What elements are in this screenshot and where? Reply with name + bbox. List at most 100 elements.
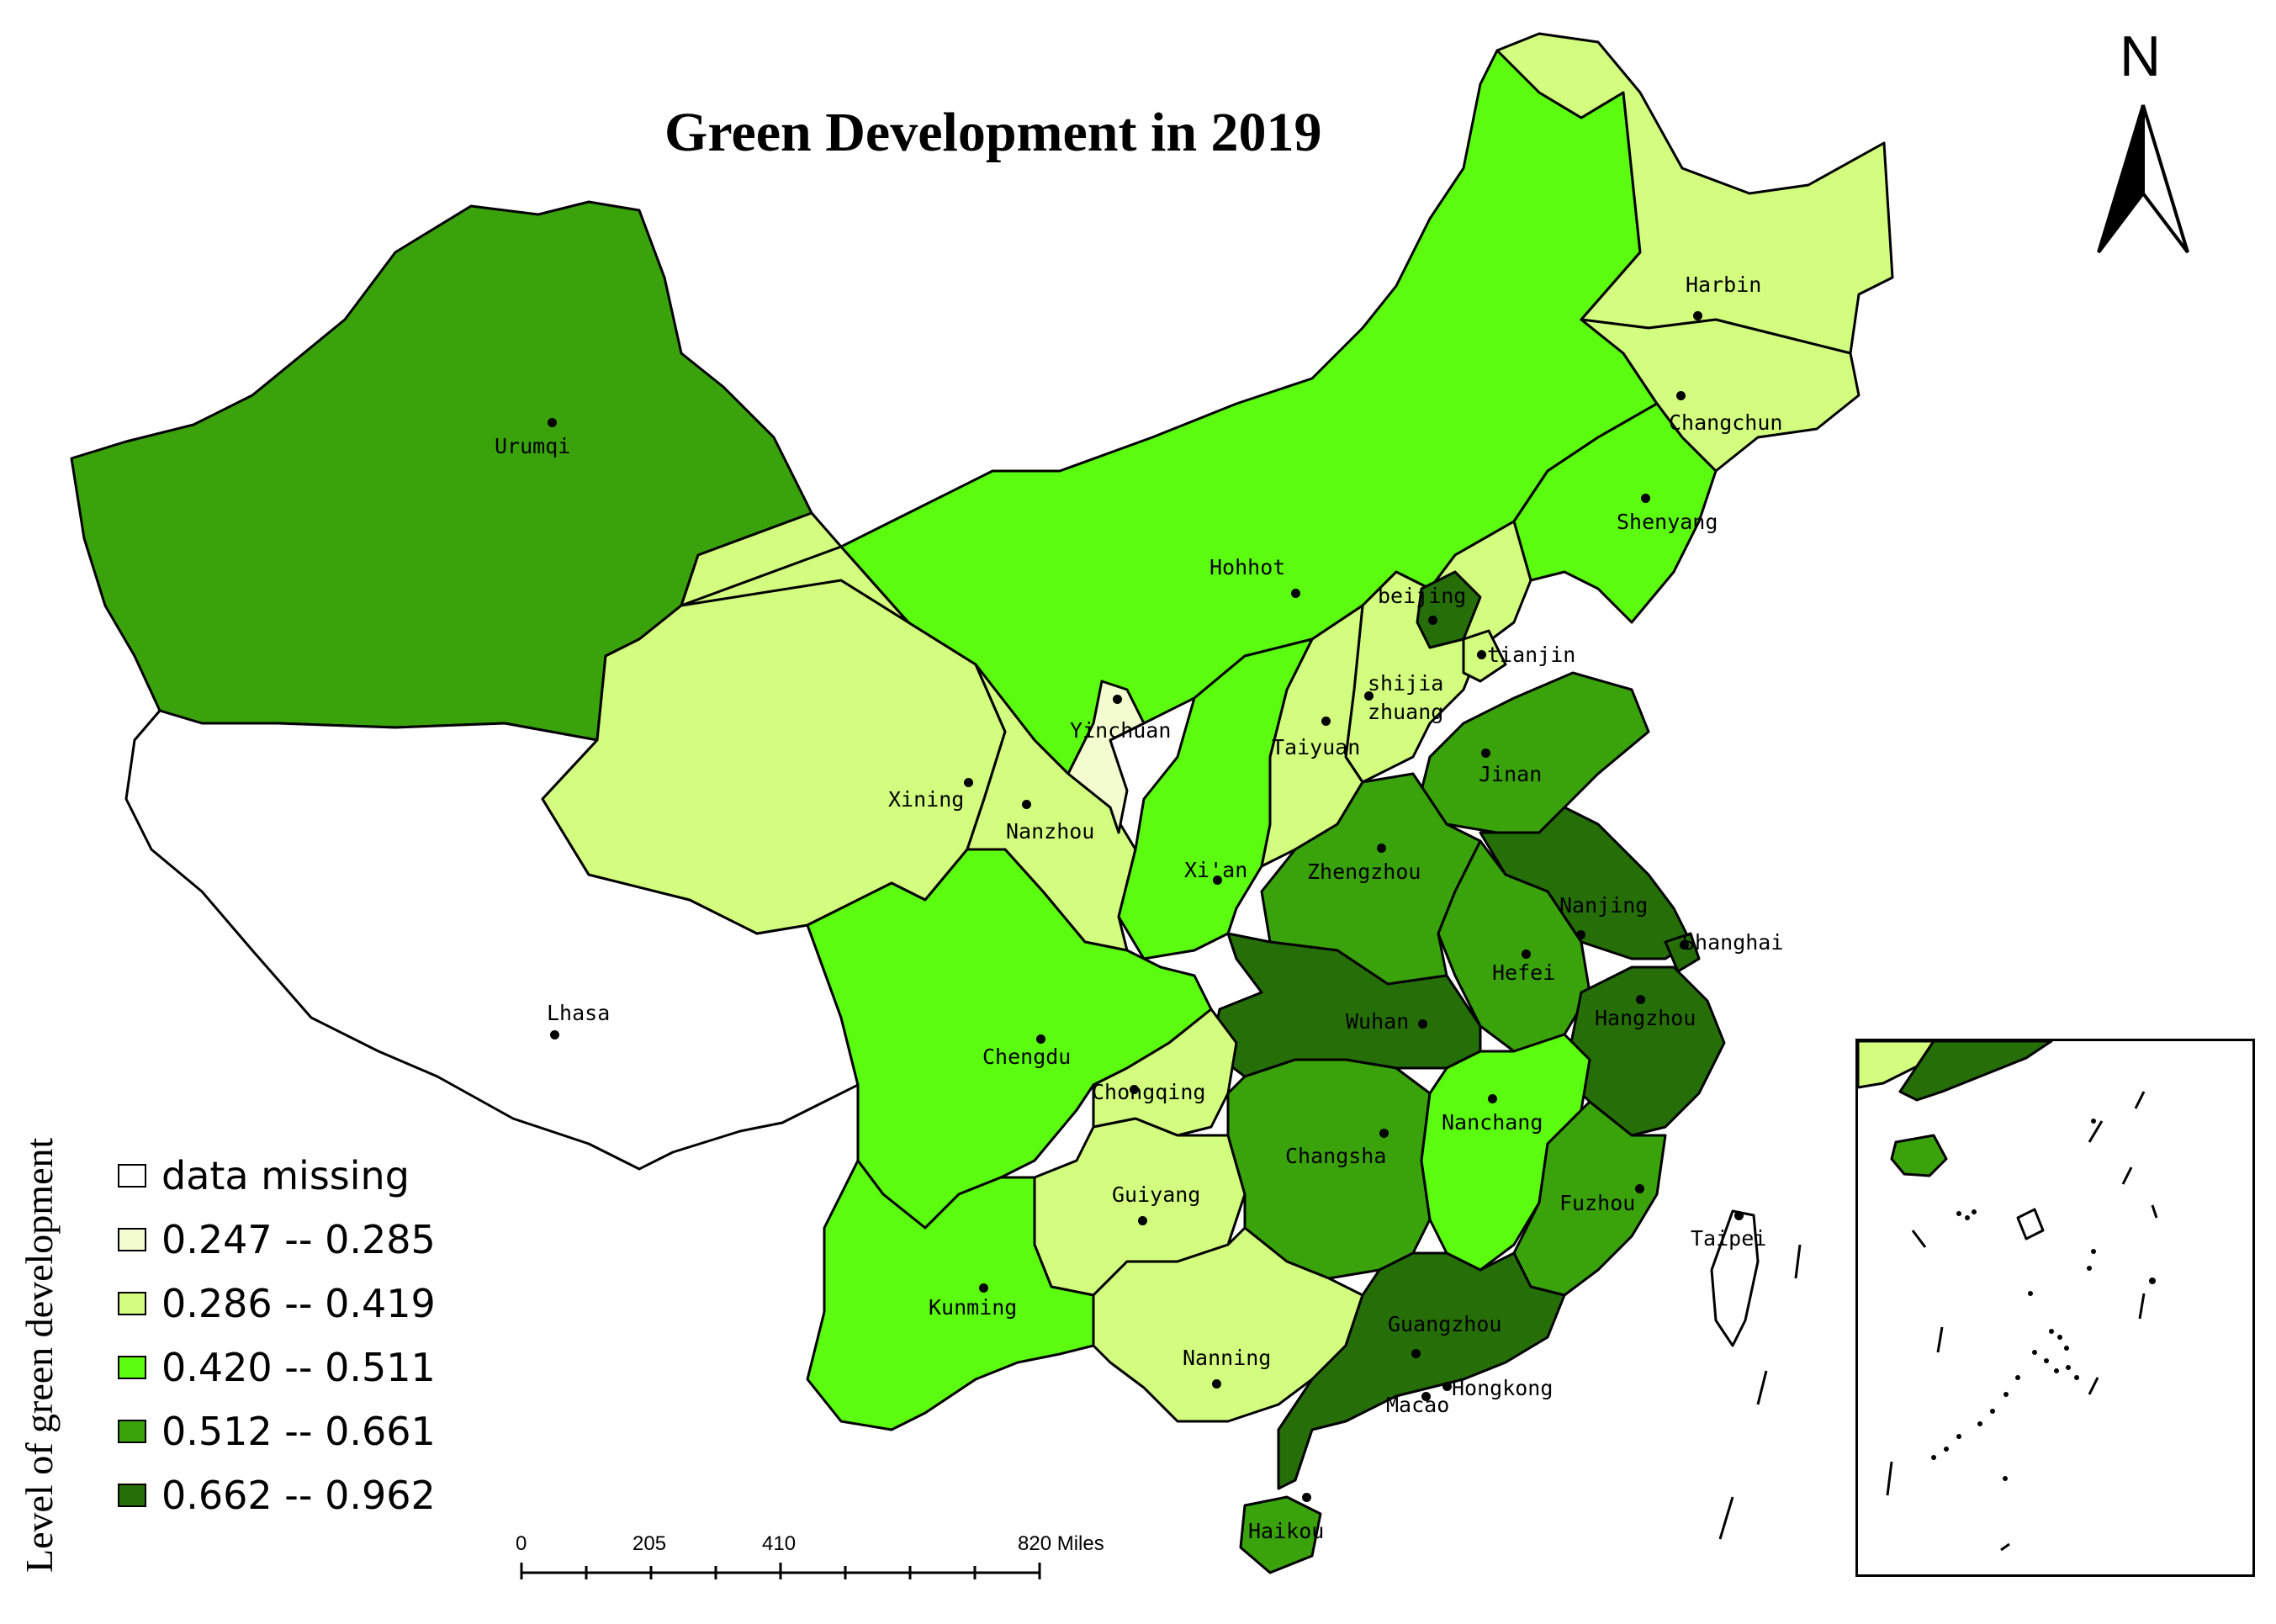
city-label-chongqing: Chongqing [1092,1080,1206,1104]
maritime-boundary [1718,1244,1802,1540]
legend-item: 0.420 -- 0.511 [118,1342,436,1393]
city-label-changsha: Changsha [1285,1144,1387,1168]
legend-label: 0.420 -- 0.511 [161,1345,436,1390]
city-label-hohhot: Hohhot [1209,555,1286,579]
scale-label-0: 0 [516,1532,527,1555]
city-label-hongkong: Hongkong [1452,1376,1554,1400]
city-dot [1421,1392,1431,1401]
city-dot [1130,1085,1139,1094]
city-label-xian: Xi'an [1184,858,1248,882]
scale-label-410: 410 [762,1532,797,1555]
city-dot [1477,650,1486,659]
legend-label: 0.286 -- 0.419 [161,1281,436,1326]
city-dot [1291,589,1300,598]
region-shanghai[interactable] [1664,932,1701,973]
legend-title: Level of green development [18,1137,61,1573]
city-dot [979,1283,988,1293]
city-dot [1377,844,1386,853]
scale-label-205: 205 [633,1532,667,1555]
city-dot [1212,1379,1221,1389]
city-label-beijing: beijing [1378,584,1467,608]
legend-item: 0.286 -- 0.419 [118,1278,436,1329]
city-label-urumqi: Urumqi [495,434,571,458]
region-fujian[interactable] [1512,1100,1667,1297]
city-label-chengdu: Chengdu [982,1045,1072,1069]
city-label-nanzhou: Nanzhou [1006,819,1095,844]
city-label-zhengzhou: Zhengzhou [1307,860,1421,884]
region-yunnan[interactable] [806,1159,1095,1431]
city-dot [1488,1094,1497,1103]
city-label-taipei: Taipei [1691,1226,1767,1251]
legend-label: 0.512 -- 0.661 [161,1409,436,1454]
city-dot [1734,1211,1744,1220]
city-dot [548,418,557,427]
legend-item: 0.512 -- 0.661 [118,1406,436,1457]
city-dot [964,778,973,787]
city-label-hefei: Hefei [1492,960,1556,985]
city-dot [1522,950,1531,959]
region-heilongjiang[interactable] [1495,32,1894,355]
city-dot [1138,1216,1147,1225]
region-ningxia[interactable] [1067,680,1146,834]
region-tibet[interactable] [124,709,860,1171]
city-dot [1481,749,1490,758]
city-dot [1113,695,1122,704]
city-label-shenyang: Shenyang [1617,510,1718,534]
region-shaanxi[interactable] [1117,637,1314,960]
city-label-kunming: Kunming [929,1295,1018,1320]
city-label-haikou: Haikou [1248,1519,1325,1543]
north-label: N [2120,24,2162,88]
city-label-guangzhou: Guangzhou [1388,1312,1502,1336]
legend-label: 0.662 -- 0.962 [161,1473,436,1518]
region-hainan[interactable] [1239,1495,1322,1574]
region-guangdong[interactable] [1277,1251,1566,1490]
legend-swatch [118,1292,146,1315]
city-dot [1635,1184,1644,1193]
legend-label: data missing [161,1153,410,1198]
city-label-wuhan: Wuhan [1346,1009,1410,1034]
city-label-fuzhou: Fuzhou [1559,1191,1636,1215]
city-label-jinan: Jinan [1479,762,1543,786]
city-dot [1379,1129,1389,1138]
city-dot [1302,1493,1311,1502]
city-label-shanghai: Shanghai [1682,930,1784,955]
north-arrow-icon [2097,104,2189,254]
city-dot [1411,1349,1421,1358]
south-china-sea-inset [1855,1039,2255,1577]
city-dot [1576,930,1585,939]
city-label-xining: Xining [888,787,965,812]
legend-item: 0.662 -- 0.962 [118,1470,436,1521]
scale-bar [520,1563,1041,1579]
city-dot [1693,311,1702,320]
city-label-changchun: Changchun [1669,410,1783,435]
region-taiwan[interactable] [1710,1209,1760,1347]
region-hunan[interactable] [1226,1058,1432,1280]
city-dot [550,1030,559,1039]
city-label-nanchang: Nanchang [1442,1110,1543,1135]
legend-swatch [118,1356,146,1379]
legend-swatch [118,1420,146,1443]
city-label-nanning: Nanning [1183,1346,1272,1370]
legend-swatch [118,1164,146,1188]
map-title: Green Development in 2019 [664,102,1322,163]
city-dot [1680,940,1689,950]
city-label-harbin: Harbin [1686,272,1762,297]
scale-label-820: 820 Miles [1018,1532,1104,1555]
city-dot [1428,616,1437,625]
city-label-shijiazhuang: shijia zhuang [1368,671,1444,724]
city-label-hangzhou: Hangzhou [1595,1006,1696,1030]
city-dot [1418,1019,1427,1029]
city-dot [1636,995,1645,1004]
city-label-guiyang: Guiyang [1112,1182,1201,1207]
city-label-macao: Macao [1386,1393,1450,1417]
legend-swatch [118,1228,146,1251]
region-liaoning[interactable] [1512,402,1718,624]
legend-item: 0.247 -- 0.285 [118,1214,436,1265]
city-label-yinchuan: Yinchuan [1070,718,1172,743]
city-dot [1442,1382,1452,1391]
city-dot [1022,800,1031,809]
city-label-lhasa: Lhasa [547,1001,611,1025]
city-dot [1321,717,1331,726]
legend-swatch [118,1484,146,1507]
